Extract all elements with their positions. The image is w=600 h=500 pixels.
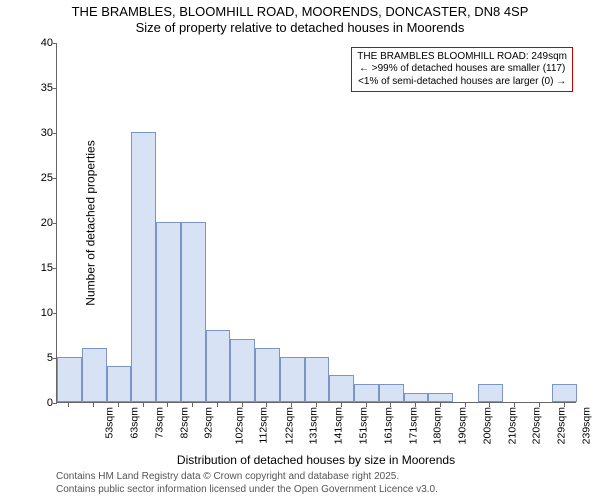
annotation-line-3: <1% of semi-detached houses are larger (… [357,76,567,89]
x-tick-mark [415,403,416,407]
bar [206,330,231,402]
x-tick-label: 102sqm [234,407,246,444]
x-tick-label: 180sqm [432,407,444,444]
y-tick-label: 15 [23,262,53,274]
x-tick-mark [291,403,292,407]
x-tick-mark [68,403,69,407]
x-tick-mark [366,403,367,407]
x-tick-mark [217,403,218,407]
bar [181,222,206,402]
x-tick-mark [143,403,144,407]
x-tick-label: 112sqm [258,407,270,444]
bar [156,222,181,402]
bar [428,393,453,402]
bar [329,375,354,402]
bar [354,384,379,402]
x-tick-label: 210sqm [506,407,518,444]
y-tick-mark [53,43,57,44]
x-tick-mark [93,403,94,407]
y-tick-mark [53,313,57,314]
x-tick-mark [539,403,540,407]
x-tick-label: 190sqm [456,407,468,444]
y-tick-label: 40 [23,37,53,49]
plot-region: 0510152025303540 [56,43,576,403]
x-tick-label: 92sqm [203,407,215,439]
bar [107,366,132,402]
x-tick-mark [564,403,565,407]
x-tick-label: 161sqm [382,407,394,444]
x-tick-mark [440,403,441,407]
footer-line-1: Contains HM Land Registry data © Crown c… [56,471,438,484]
title-line-1: THE BRAMBLES, BLOOMHILL ROAD, MOORENDS, … [0,4,600,20]
y-tick-mark [53,268,57,269]
bar [379,384,404,402]
annotation-line-1: THE BRAMBLES BLOOMHILL ROAD: 249sqm [357,51,567,64]
y-tick-mark [53,133,57,134]
bar [478,384,503,402]
bar [57,357,82,402]
bar [404,393,429,402]
x-tick-label: 122sqm [283,407,295,444]
y-tick-label: 30 [23,127,53,139]
bar [255,348,280,402]
x-tick-mark [316,403,317,407]
x-tick-label: 151sqm [357,407,369,444]
x-tick-label: 73sqm [153,407,165,439]
annotation-box: THE BRAMBLES BLOOMHILL ROAD: 249sqm ← >9… [351,47,573,93]
y-tick-mark [53,223,57,224]
footer-attribution: Contains HM Land Registry data © Crown c… [56,471,438,496]
y-tick-mark [53,88,57,89]
y-tick-label: 10 [23,307,53,319]
bar [82,348,107,402]
x-tick-label: 200sqm [481,407,493,444]
y-tick-label: 35 [23,82,53,94]
bar [305,357,330,402]
x-tick-label: 229sqm [555,407,567,444]
x-tick-mark [514,403,515,407]
y-tick-label: 20 [23,217,53,229]
x-tick-mark [390,403,391,407]
bar [280,357,305,402]
x-tick-label: 141sqm [333,407,345,444]
x-tick-mark [465,403,466,407]
title-line-2: Size of property relative to detached ho… [0,20,600,36]
x-tick-label: 82sqm [178,407,190,439]
x-tick-mark [341,403,342,407]
bar [230,339,255,402]
x-tick-mark [192,403,193,407]
y-tick-mark [53,403,57,404]
x-tick-label: 63sqm [129,407,141,439]
x-axis-label: Distribution of detached houses by size … [56,453,576,467]
x-tick-label: 220sqm [531,407,543,444]
y-tick-mark [53,178,57,179]
x-tick-label: 239sqm [580,407,592,444]
footer-line-2: Contains public sector information licen… [56,484,438,497]
x-tick-mark [167,403,168,407]
bar [131,132,156,402]
chart-title: THE BRAMBLES, BLOOMHILL ROAD, MOORENDS, … [0,0,600,37]
y-tick-label: 25 [23,172,53,184]
x-tick-label: 131sqm [308,407,320,444]
x-tick-mark [489,403,490,407]
bar [552,384,577,402]
annotation-line-2: ← >99% of detached houses are smaller (1… [357,63,567,76]
chart-area: Number of detached properties 0510152025… [56,43,576,403]
x-tick-mark [242,403,243,407]
x-tick-mark [118,403,119,407]
y-tick-label: 5 [23,352,53,364]
x-tick-label: 53sqm [104,407,116,439]
x-tick-label: 171sqm [407,407,419,444]
y-tick-label: 0 [23,397,53,409]
x-tick-mark [266,403,267,407]
